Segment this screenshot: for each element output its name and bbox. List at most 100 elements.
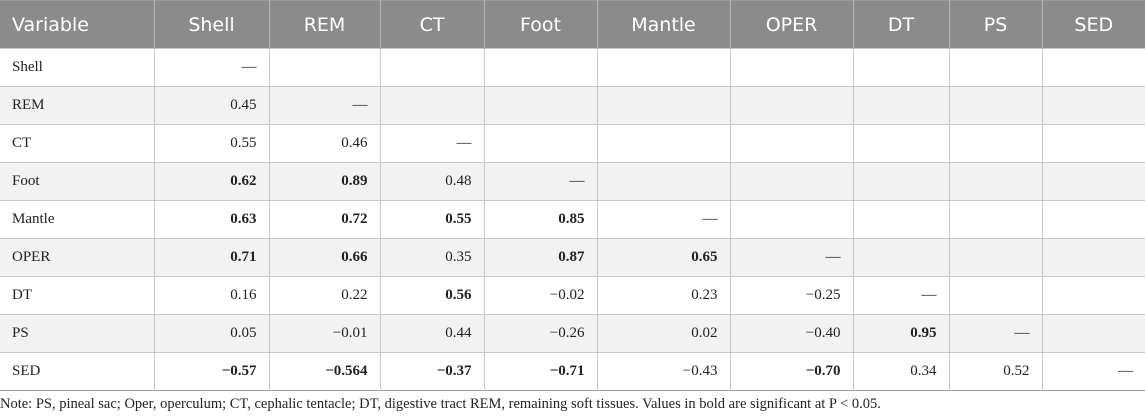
table-cell: 0.05 [153,314,269,353]
row-label: Mantle [0,200,154,239]
table-cell: 0.66 [268,238,380,277]
table-cell [1041,200,1145,239]
table-cell [1041,238,1145,277]
column-header-rem: REM [268,0,380,49]
row-label: Shell [0,48,154,87]
table-cell: 0.45 [153,86,269,125]
table-header-row: Variable Shell REM CT Foot Mantle OPER D… [0,0,1145,49]
table-cell [1041,276,1145,315]
table-row: CT 0.55 0.46— [0,124,1145,163]
table-cell: 0.89 [268,162,380,201]
table-cell: −0.71 [483,352,597,391]
table-cell [852,86,949,125]
table-cell: — [483,162,597,201]
table-cell: 0.46 [268,124,380,163]
table-cell: −0.40 [729,314,853,353]
table-cell [729,124,853,163]
table-cell [948,124,1042,163]
column-header-oper: OPER [729,0,853,49]
table-row: REM 0.45— [0,86,1145,125]
table-cell [948,86,1042,125]
column-header-variable: Variable [12,13,89,36]
table-cell: — [852,276,949,315]
table-cell [379,86,484,125]
row-label: SED [0,352,154,391]
table-cell [852,200,949,239]
table-cell: −0.01 [268,314,380,353]
row-label: DT [0,276,154,315]
table-cell: — [596,200,730,239]
table-row: OPER 0.71 0.66 0.35 0.87 0.65— [0,238,1145,277]
table-note: Note: PS, pineal sac; Oper, operculum; C… [0,396,881,412]
table-cell: — [948,314,1042,353]
row-label: OPER [0,238,154,277]
table-cell: −0.564 [268,352,380,391]
table-row: PS 0.05 −0.01 0.44 −0.26 0.02 −0.40 0.95— [0,314,1145,353]
table-row: DT 0.16 0.22 0.56 −0.02 0.23 −0.25— [0,276,1145,315]
table-cell: −0.02 [483,276,597,315]
table-cell: −0.57 [153,352,269,391]
table-cell [852,48,949,87]
table-cell: 0.16 [153,276,269,315]
table-cell [596,48,730,87]
row-label: PS [0,314,154,353]
table-cell: 0.23 [596,276,730,315]
table-cell: 0.52 [948,352,1042,391]
column-header-shell: Shell [153,0,269,49]
table-cell [729,162,853,201]
table-cell: 0.65 [596,238,730,277]
table-cell [1041,314,1145,353]
table-cell: 0.63 [153,200,269,239]
table-cell [483,48,597,87]
row-label: CT [0,124,154,163]
correlation-table: Variable Shell REM CT Foot Mantle OPER D… [0,0,1145,391]
row-label: REM [0,86,154,125]
table-cell [596,124,730,163]
table-cell: 0.55 [379,200,484,239]
table-cell [729,200,853,239]
table-cell: — [268,86,380,125]
table-row: Foot 0.62 0.89 0.48— [0,162,1145,201]
table-cell [1041,86,1145,125]
column-header-foot: Foot [483,0,597,49]
table-cell [948,276,1042,315]
column-header-mantle: Mantle [596,0,730,49]
table-cell: −0.25 [729,276,853,315]
table-cell: 0.55 [153,124,269,163]
correlation-table-container: Variable Shell REM CT Foot Mantle OPER D… [0,0,1145,391]
table-cell [948,48,1042,87]
table-cell [268,48,380,87]
column-header-ps: PS [948,0,1042,49]
table-cell: — [1041,352,1145,391]
table-cell: — [379,124,484,163]
table-cell [852,124,949,163]
table-cell [852,162,949,201]
column-header-ct: CT [379,0,484,49]
table-cell: 0.71 [153,238,269,277]
table-cell [596,86,730,125]
table-cell [483,86,597,125]
table-cell [852,238,949,277]
table-cell: −0.37 [379,352,484,391]
table-cell: 0.62 [153,162,269,201]
table-cell: 0.35 [379,238,484,277]
table-cell [948,238,1042,277]
table-row: SED −0.57 −0.564 −0.37 −0.71 −0.43 −0.70 0.34 0.… [0,352,1145,391]
table-cell [1041,48,1145,87]
table-cell: 0.85 [483,200,597,239]
row-label: Foot [0,162,154,201]
table-cell: 0.87 [483,238,597,277]
table-body: Shell — REM 0.45— CT 0.55 0.46— Foot 0.62 0.89 0.4… [0,48,1145,391]
table-row: Shell — [0,48,1145,87]
table-cell: −0.70 [729,352,853,391]
table-cell: 0.22 [268,276,380,315]
table-cell: 0.95 [852,314,949,353]
column-header-sed: SED [1041,0,1145,49]
table-cell [1041,124,1145,163]
table-cell: 0.72 [268,200,380,239]
table-cell: 0.56 [379,276,484,315]
column-header-dt: DT [852,0,949,49]
table-row: Mantle 0.63 0.72 0.55 0.85— [0,200,1145,239]
table-cell [596,162,730,201]
table-cell [948,200,1042,239]
